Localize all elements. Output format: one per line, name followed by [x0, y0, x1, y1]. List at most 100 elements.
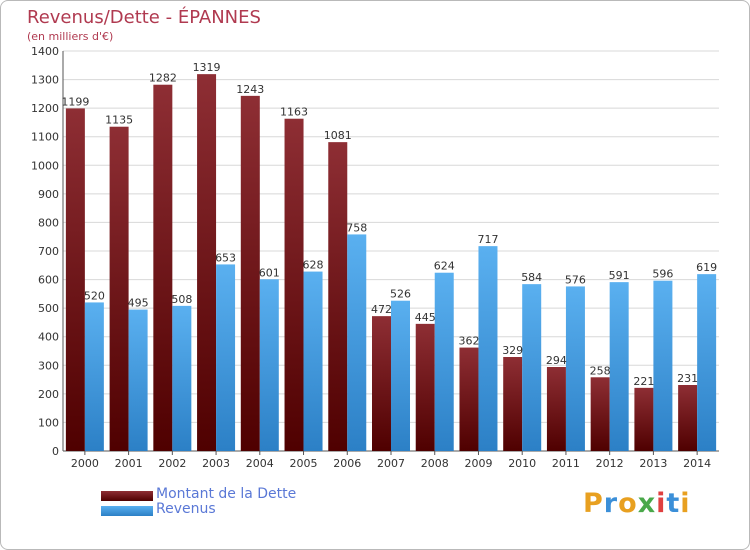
bar-revenus [391, 300, 410, 451]
y-tick-label: 900 [38, 188, 59, 201]
y-tick-label: 1300 [31, 74, 59, 87]
bar-dette [197, 74, 217, 452]
logo-letter: P [583, 488, 604, 519]
y-tick-label: 600 [38, 274, 59, 287]
y-tick-label: 200 [38, 388, 59, 401]
logo-letter: i [680, 488, 691, 519]
logo-letter: x [637, 488, 657, 519]
y-tick-label: 1400 [31, 45, 59, 58]
x-tick-label: 2012 [596, 457, 624, 470]
x-tick-label: 2005 [290, 457, 318, 470]
bar-revenus [522, 284, 542, 451]
bar-revenus [697, 274, 717, 451]
legend-label-revenus: Revenus [156, 501, 216, 517]
x-tick-label: 2004 [246, 457, 274, 470]
data-label-revenus: 591 [609, 269, 630, 282]
data-label-revenus: 508 [171, 293, 192, 306]
data-label-dette: 1199 [61, 95, 89, 108]
y-tick-label: 700 [38, 245, 59, 258]
logo-letter: t [666, 488, 681, 519]
bar-revenus [478, 246, 498, 451]
bar-dette [459, 347, 479, 451]
legend-swatch-dette [101, 491, 153, 501]
y-tick-label: 1000 [31, 159, 59, 172]
data-label-dette: 1243 [236, 83, 264, 96]
y-tick-label: 1100 [31, 131, 59, 144]
bar-revenus [216, 264, 236, 451]
bar-revenus [434, 272, 454, 451]
data-label-dette: 472 [371, 303, 392, 316]
data-label-dette: 294 [546, 354, 567, 367]
bar-dette [372, 316, 391, 451]
data-label-revenus: 653 [215, 251, 236, 264]
plot-area: 0 100 200 300 400 500 600 700 800 900 1000 1100 1200… [31, 45, 719, 470]
data-label-revenus: 624 [434, 260, 455, 273]
x-tick-label: 2008 [421, 457, 449, 470]
x-tick-label: 2002 [158, 457, 186, 470]
bar-dette [65, 108, 85, 451]
x-tick-label: 2003 [202, 457, 230, 470]
data-label-dette: 258 [590, 364, 611, 377]
x-tick-label: 2000 [71, 457, 99, 470]
x-tick-label: 2010 [508, 457, 536, 470]
y-tick-label: 300 [38, 359, 59, 372]
data-label-dette: 1081 [324, 129, 352, 142]
chart-title: Revenus/Dette - ÉPANNES [27, 7, 261, 28]
y-tick-label: 400 [38, 331, 59, 344]
data-label-revenus: 576 [565, 273, 586, 286]
logo-letter: r [603, 488, 619, 519]
x-tick-label: 2001 [115, 457, 143, 470]
legend-swatch-revenus [101, 506, 153, 516]
data-label-dette: 329 [502, 344, 523, 357]
data-label-revenus: 596 [652, 268, 673, 281]
bar-revenus [653, 280, 673, 451]
y-tick-label: 800 [38, 216, 59, 229]
x-tick-label: 2007 [377, 457, 405, 470]
y-tick-label: 1200 [31, 102, 59, 115]
bar-dette [634, 387, 654, 451]
bar-dette [284, 118, 304, 451]
data-label-dette: 221 [633, 375, 654, 388]
y-tick-label: 100 [38, 416, 59, 429]
bar-revenus [609, 282, 629, 451]
data-label-revenus: 495 [128, 297, 149, 310]
bar-revenus [347, 234, 367, 451]
bar-revenus [259, 279, 279, 451]
x-tick-label: 2006 [333, 457, 361, 470]
proxiti-logo: Proxiti [583, 488, 691, 519]
bar-dette [415, 323, 435, 451]
data-label-revenus: 717 [477, 233, 498, 246]
bar-dette [546, 367, 566, 451]
bar-dette [153, 84, 173, 451]
data-label-dette: 445 [415, 311, 436, 324]
logo-letter: o [618, 488, 638, 519]
logo-letter: i [656, 488, 667, 519]
bar-dette [590, 377, 610, 451]
bar-revenus [128, 309, 148, 451]
bar-dette [678, 385, 698, 451]
x-tick-label: 2011 [552, 457, 580, 470]
y-tick-label: 0 [52, 445, 59, 458]
legend-label-dette: Montant de la Dette [156, 486, 297, 502]
data-label-revenus: 526 [390, 288, 411, 301]
data-label-revenus: 628 [303, 259, 324, 272]
bar-revenus [172, 305, 192, 451]
bar-revenus [84, 302, 104, 451]
data-label-dette: 1282 [149, 72, 177, 85]
data-label-revenus: 619 [696, 261, 717, 274]
data-label-dette: 1163 [280, 106, 308, 119]
bar-dette [109, 126, 129, 451]
bar-dette [240, 95, 260, 451]
data-label-dette: 1319 [193, 61, 221, 74]
x-tick-label: 2014 [683, 457, 711, 470]
data-label-dette: 362 [458, 335, 479, 348]
y-tick-label: 500 [38, 302, 59, 315]
data-label-revenus: 601 [259, 266, 280, 279]
bar-dette [328, 142, 348, 451]
data-label-dette: 1135 [105, 114, 133, 127]
chart-subtitle: (en milliers d'€) [27, 30, 114, 43]
bar-revenus [565, 286, 585, 451]
x-tick-label: 2013 [639, 457, 667, 470]
